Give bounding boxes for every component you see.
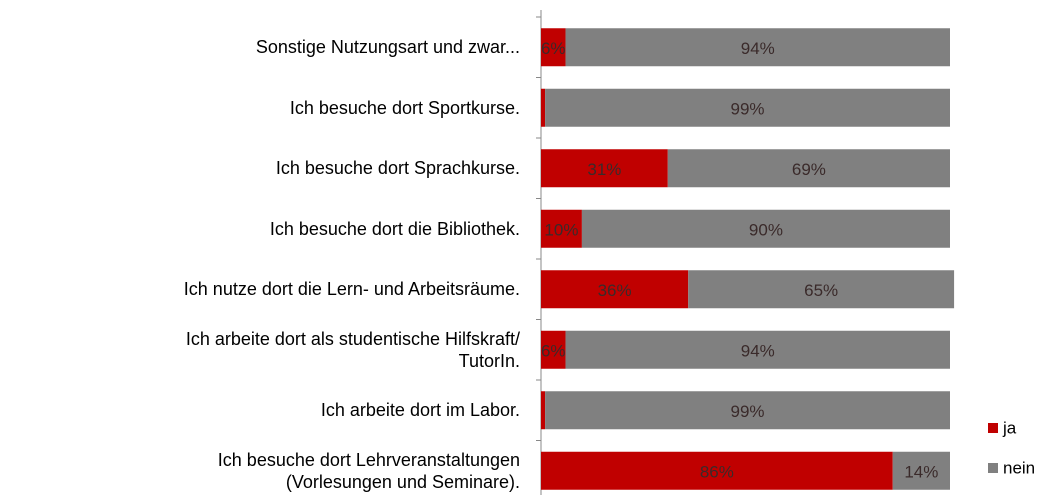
bar-segment <box>545 391 950 430</box>
data-label: 65% <box>804 281 838 300</box>
bar-segment <box>581 209 950 248</box>
legend-label: ja <box>1002 419 1017 438</box>
legend-swatch <box>988 463 998 473</box>
bar-segment <box>545 88 950 127</box>
category-label: Ich besuche dort die Bibliothek. <box>269 218 520 239</box>
data-label: 36% <box>598 281 632 300</box>
bar-segment <box>541 209 582 248</box>
bar-segment <box>541 149 668 188</box>
data-label: 10% <box>544 220 578 239</box>
data-label: 69% <box>792 160 826 179</box>
data-label: 94% <box>741 39 775 58</box>
category-label: Ich nutze dort die Lern- und Arbeitsräum… <box>183 279 520 300</box>
bar-segment <box>541 451 893 490</box>
legend-label: nein <box>1003 459 1035 478</box>
category-label: Ich besuche dort Lehrveranstaltungen (Vo… <box>217 449 520 492</box>
data-label: 99% <box>731 402 765 421</box>
data-label: 99% <box>731 99 765 118</box>
category-label: Sonstige Nutzungsart und zwar... <box>255 37 520 58</box>
bar-segment <box>541 28 566 67</box>
bar-segment <box>892 451 950 490</box>
bar-segment <box>541 88 546 127</box>
bar-segment <box>688 270 955 309</box>
data-label: 86% <box>700 462 734 481</box>
bar-segment <box>541 270 689 309</box>
category-label: Ich arbeite dort als studentische Hilfsk… <box>185 328 520 371</box>
category-label: Ich arbeite dort im Labor. <box>320 400 520 421</box>
bar-segment <box>667 149 950 188</box>
category-label: Ich besuche dort Sportkurse. <box>289 97 520 118</box>
data-label: 94% <box>741 341 775 360</box>
data-label: 90% <box>749 220 783 239</box>
data-label: 14% <box>904 462 938 481</box>
legend-swatch <box>988 423 998 433</box>
bar-segment <box>541 330 566 369</box>
data-label: 31% <box>587 160 621 179</box>
bar-segment <box>565 330 950 369</box>
category-label: Ich besuche dort Sprachkurse. <box>275 158 520 179</box>
bar-segment <box>541 391 546 430</box>
data-label: 6% <box>541 341 566 360</box>
bar-segment <box>565 28 950 67</box>
data-label: 6% <box>541 39 566 58</box>
